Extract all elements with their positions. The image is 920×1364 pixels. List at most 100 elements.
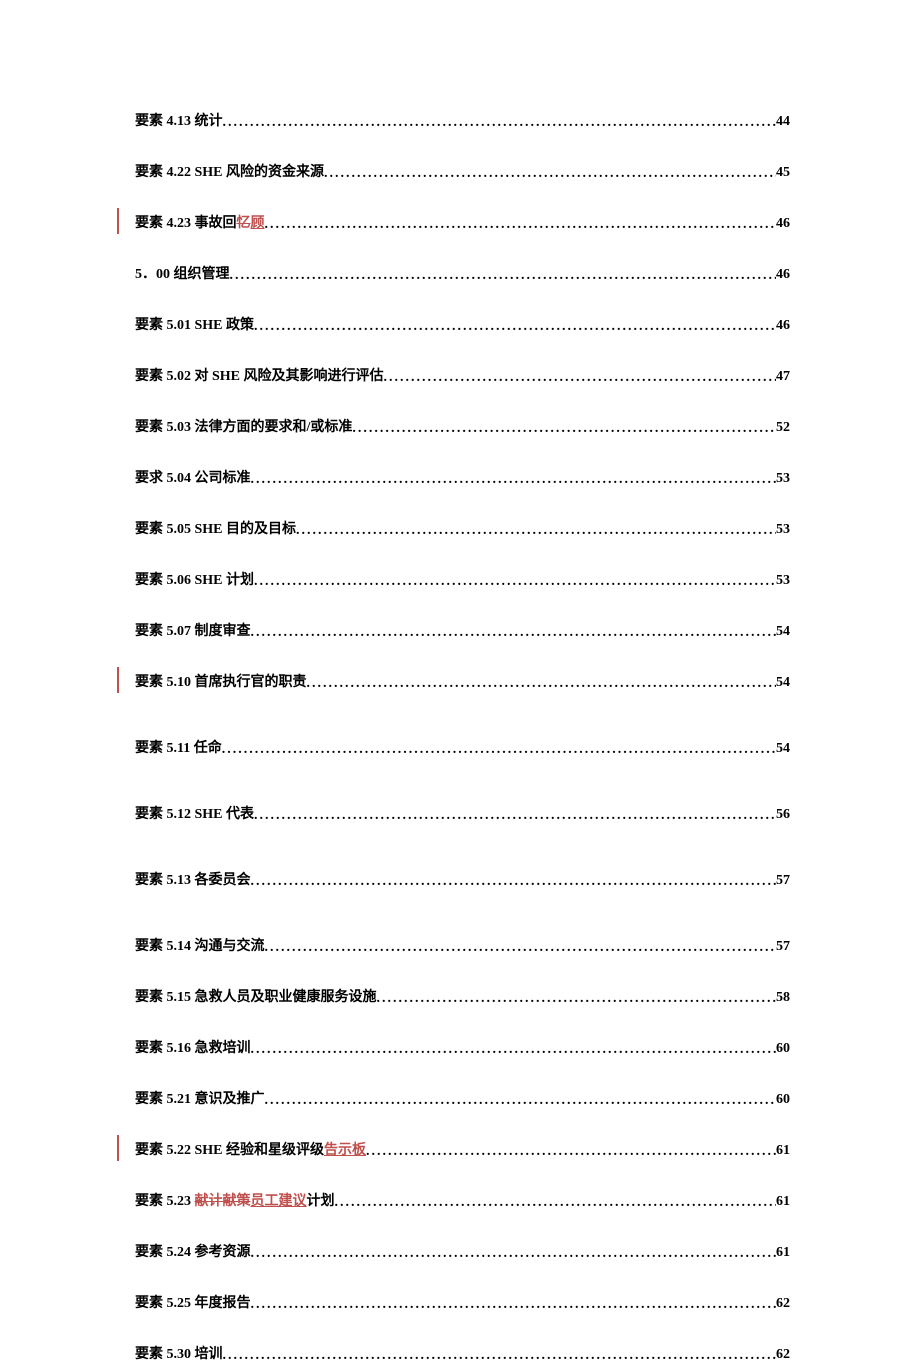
toc-page-number: 62 — [776, 1347, 790, 1363]
toc-page-number: 53 — [776, 522, 790, 538]
revision-mark — [117, 667, 119, 693]
deleted-text: 忆 — [237, 216, 251, 231]
toc-leader-dots — [366, 1144, 776, 1160]
toc-label: 要素 4.23 事故回忆顾 — [135, 212, 265, 232]
toc-page-number: 53 — [776, 471, 790, 487]
toc-page-number: 61 — [776, 1143, 790, 1159]
toc-entry: 要素 5.13 各委员会 57 — [135, 869, 790, 889]
toc-page-number: 44 — [776, 114, 790, 130]
toc-leader-dots — [296, 523, 776, 539]
toc-entry: 要素 4.22 SHE 风险的资金来源 45 — [135, 161, 790, 181]
toc-leader-dots — [223, 1348, 777, 1364]
toc-label: 要素 5.02 对 SHE 风险及其影响进行评估 — [135, 365, 384, 385]
toc-leader-dots — [384, 370, 776, 386]
toc-entry: 要求 5.04 公司标准 53 — [135, 467, 790, 487]
toc-page-number: 46 — [776, 216, 790, 232]
toc-label: 要素 5.03 法律方面的要求和/或标准 — [135, 416, 352, 436]
toc-leader-dots — [254, 574, 776, 590]
toc-label: 要素 5.24 参考资源 — [135, 1241, 251, 1261]
toc-page-number: 60 — [776, 1092, 790, 1108]
toc-label: 要素 5.22 SHE 经验和星级评级告示板 — [135, 1139, 366, 1159]
toc-label: 要素 5.23 献计献策员工建议计划 — [135, 1190, 335, 1210]
toc-leader-dots — [335, 1195, 777, 1211]
toc-page-number: 61 — [776, 1245, 790, 1261]
toc-page-number: 45 — [776, 165, 790, 181]
toc-entry: 要素 5.12 SHE 代表56 — [135, 803, 790, 823]
toc-label: 要素 4.22 SHE 风险的资金来源 — [135, 161, 324, 181]
toc-page-number: 46 — [776, 267, 790, 283]
toc-leader-dots — [352, 421, 776, 437]
toc-page-number: 52 — [776, 420, 790, 436]
toc-leader-dots — [265, 940, 777, 956]
toc-entry: 要素 5.30 培训 62 — [135, 1343, 790, 1363]
toc-page-number: 57 — [776, 873, 790, 889]
inserted-text: 员工建议 — [251, 1194, 307, 1209]
toc-leader-dots — [254, 319, 776, 335]
toc-label: 要素 5.25 年度报告 — [135, 1292, 251, 1312]
revision-mark — [117, 208, 119, 234]
toc-label: 要素 5.21 意识及推广 — [135, 1088, 265, 1108]
toc-label: 要素 5.07 制度审查 — [135, 620, 251, 640]
toc-label: 要素 5.10 首席执行官的职责 — [135, 671, 307, 691]
toc-page-number: 62 — [776, 1296, 790, 1312]
toc-label: 5．00 组织管理 — [135, 263, 230, 283]
toc-entry: 要素 5.10 首席执行官的职责 54 — [135, 671, 790, 691]
toc-label: 要素 5.16 急救培训 — [135, 1037, 251, 1057]
toc-entry: 要素 5.21 意识及推广 60 — [135, 1088, 790, 1108]
toc-entry: 要素 5.11 任命 54 — [135, 737, 790, 757]
toc-entry: 要素 5.24 参考资源 61 — [135, 1241, 790, 1261]
toc-leader-dots — [265, 217, 777, 233]
toc-page-number: 58 — [776, 990, 790, 1006]
toc-entry: 要素 4.23 事故回忆顾 46 — [135, 212, 790, 232]
toc-entry: 要素 5.16 急救培训 60 — [135, 1037, 790, 1057]
inserted-text: 顾 — [251, 216, 265, 231]
toc-page-number: 54 — [776, 675, 790, 691]
toc-entry: 要素 5.22 SHE 经验和星级评级告示板 61 — [135, 1139, 790, 1159]
toc-leader-dots — [251, 1297, 777, 1313]
toc-entry: 要素 4.13 统计 44 — [135, 110, 790, 130]
toc-entry: 要素 5.14 沟通与交流 57 — [135, 935, 790, 955]
toc-leader-dots — [265, 1093, 777, 1109]
toc-entry: 要素 5.06 SHE 计划 53 — [135, 569, 790, 589]
toc-label: 要素 5.13 各委员会 — [135, 869, 251, 889]
toc-label: 要素 5.30 培训 — [135, 1343, 223, 1363]
toc-label: 要素 5.11 任命 — [135, 737, 222, 757]
toc-leader-dots — [251, 1246, 777, 1262]
table-of-contents: 要素 4.13 统计44要素 4.22 SHE 风险的资金来源 45要素 4.2… — [135, 110, 790, 1363]
toc-page-number: 46 — [776, 318, 790, 334]
toc-label: 要素 5.14 沟通与交流 — [135, 935, 265, 955]
toc-page-number: 61 — [776, 1194, 790, 1210]
toc-entry: 要素 5.23 献计献策员工建议计划 61 — [135, 1190, 790, 1210]
deleted-text: 献计献策 — [195, 1194, 251, 1209]
inserted-text: 告示板 — [324, 1143, 366, 1158]
toc-leader-dots — [307, 676, 777, 692]
toc-page-number: 54 — [776, 741, 790, 757]
toc-leader-dots — [251, 625, 777, 641]
revision-mark — [117, 1135, 119, 1161]
toc-page-number: 60 — [776, 1041, 790, 1057]
toc-label: 要素 4.13 统计 — [135, 110, 223, 130]
toc-label: 要素 5.05 SHE 目的及目标 — [135, 518, 296, 538]
toc-entry: 5．00 组织管理 46 — [135, 263, 790, 283]
toc-leader-dots — [251, 874, 777, 890]
toc-entry: 要素 5.02 对 SHE 风险及其影响进行评估 47 — [135, 365, 790, 385]
toc-leader-dots — [324, 166, 776, 182]
toc-page-number: 47 — [776, 369, 790, 385]
toc-label: 要素 5.06 SHE 计划 — [135, 569, 254, 589]
toc-page-number: 53 — [776, 573, 790, 589]
toc-entry: 要素 5.25 年度报告 62 — [135, 1292, 790, 1312]
toc-label: 要素 5.01 SHE 政策 — [135, 314, 254, 334]
toc-leader-dots — [251, 1042, 777, 1058]
toc-entry: 要素 5.07 制度审查 54 — [135, 620, 790, 640]
toc-label: 要素 5.15 急救人员及职业健康服务设施 — [135, 986, 377, 1006]
toc-label: 要求 5.04 公司标准 — [135, 467, 251, 487]
toc-entry: 要素 5.05 SHE 目的及目标 53 — [135, 518, 790, 538]
toc-leader-dots — [377, 991, 777, 1007]
toc-page-number: 54 — [776, 624, 790, 640]
toc-page-number: 56 — [776, 807, 790, 823]
toc-entry: 要素 5.01 SHE 政策 46 — [135, 314, 790, 334]
toc-leader-dots — [222, 742, 776, 758]
toc-leader-dots — [254, 808, 776, 824]
toc-leader-dots — [230, 268, 777, 284]
toc-page-number: 57 — [776, 939, 790, 955]
